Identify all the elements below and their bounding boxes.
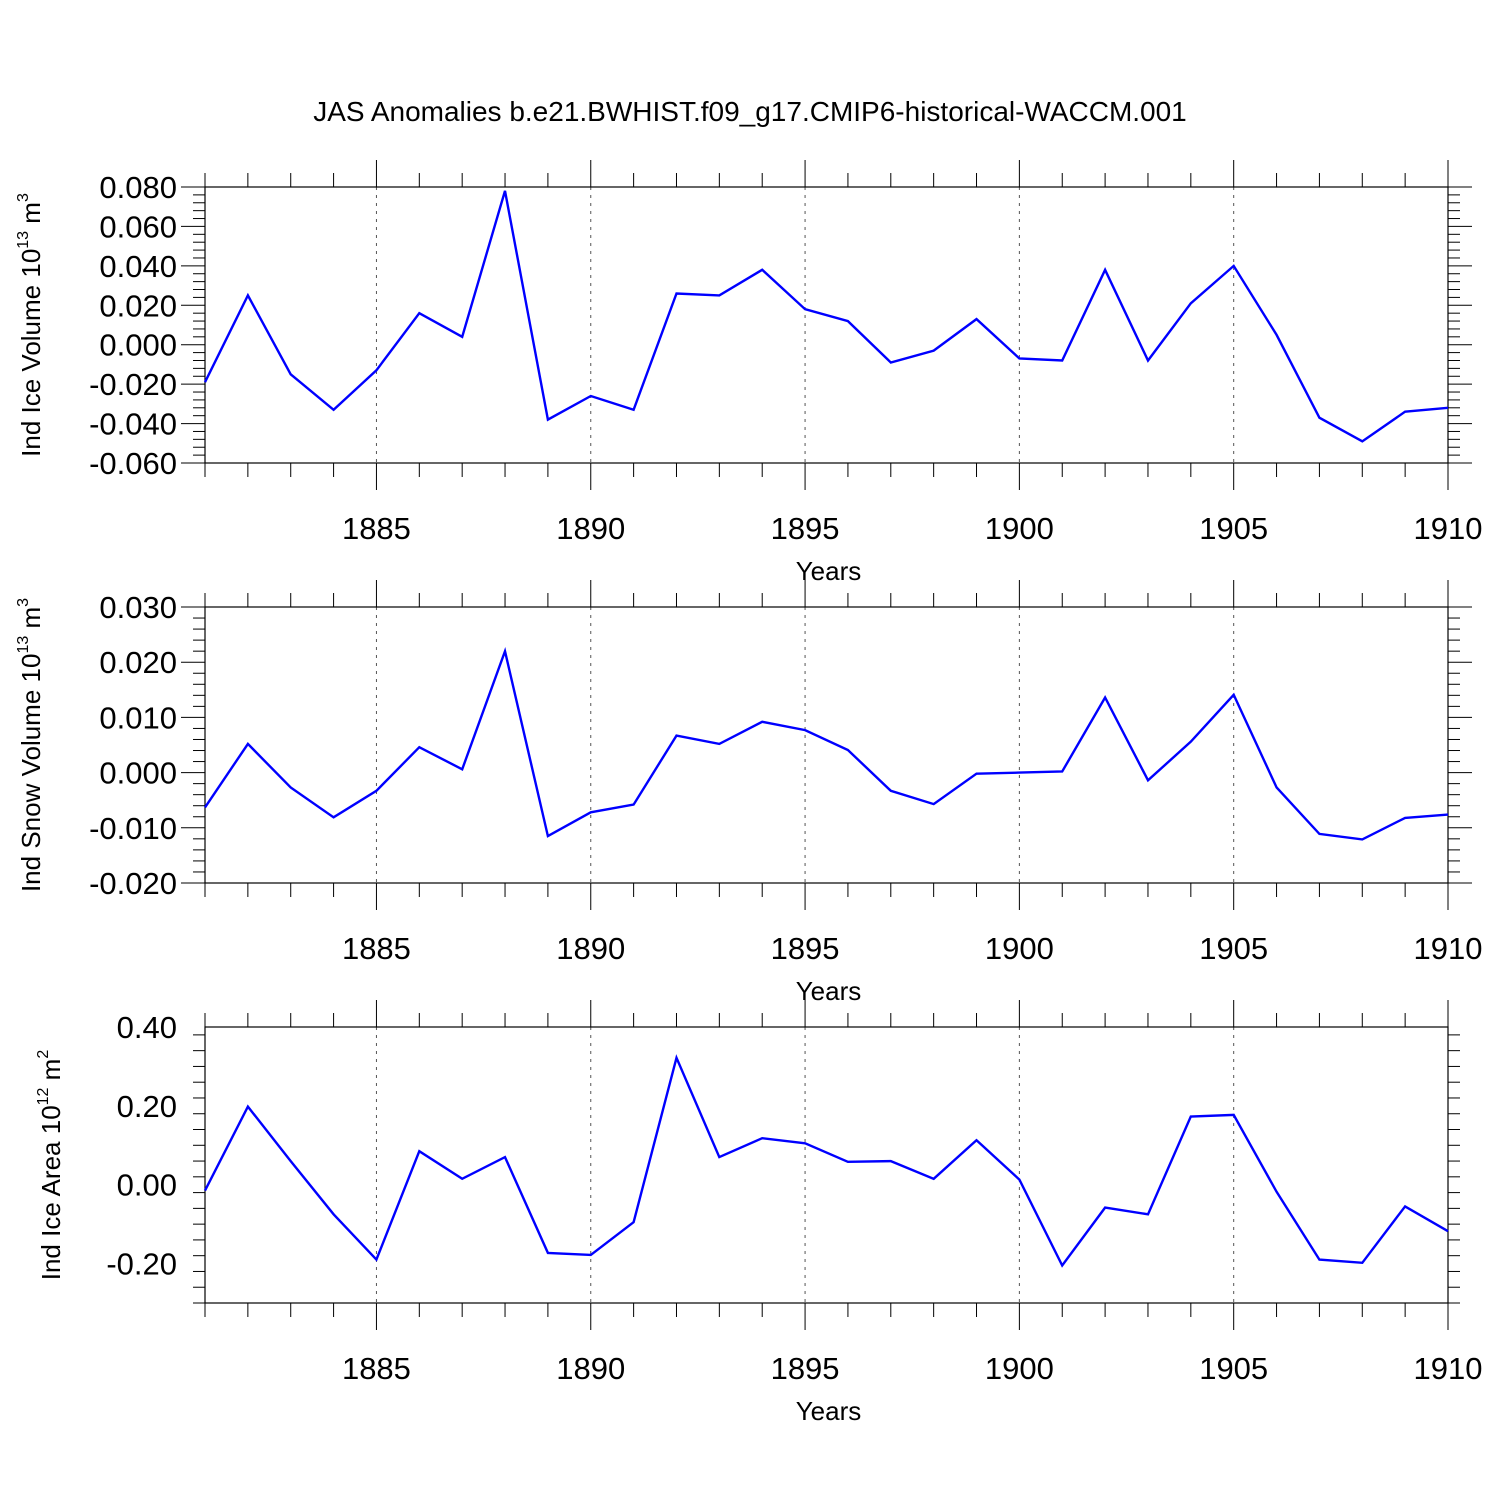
plot-frame: [204, 606, 1449, 884]
x-tick-label: 1890: [556, 511, 625, 546]
x-tick-label: 1905: [1199, 511, 1268, 546]
y-tick-label: -0.040: [89, 407, 177, 442]
y-tick-label: -0.060: [89, 446, 177, 481]
figure-title: JAS Anomalies b.e21.BWHIST.f09_g17.CMIP6…: [313, 96, 1187, 127]
y-tick-label: 0.020: [99, 645, 177, 680]
x-tick-label: 1905: [1199, 931, 1268, 966]
y-axis-label-exponent: 13: [15, 636, 32, 654]
x-tick-label: 1900: [985, 1351, 1054, 1386]
y-tick-label: -0.20: [106, 1247, 177, 1282]
y-axis-label-unit: m: [16, 202, 46, 231]
x-tick-label: 1890: [556, 1351, 625, 1386]
y-axis-label-unit: m: [16, 607, 46, 636]
x-tick-label: 1900: [985, 511, 1054, 546]
y-axis-label-unit: m: [36, 1059, 66, 1088]
series-line: [204, 646, 1449, 841]
x-tick-label: 1895: [771, 931, 840, 966]
y-tick-label: 0.40: [117, 1010, 177, 1045]
x-tick-label: 1885: [342, 931, 411, 966]
x-tick-label: 1910: [1414, 1351, 1483, 1386]
y-axis-label: Ind Snow Volume 1013 m3: [15, 598, 46, 892]
x-tick-label: 1885: [342, 1351, 411, 1386]
panel-ice-area: -0.20 0.00 0.20 0.40 1885 1890 1895 1900 1905 191…: [35, 1000, 1482, 1426]
x-tick-label: 1910: [1414, 931, 1483, 966]
y-axis-label-unit-exponent: 3: [15, 598, 32, 607]
y-axis-label-exponent: 13: [15, 231, 32, 249]
y-tick-label: -0.020: [89, 367, 177, 402]
plot-frame: [204, 186, 1449, 464]
y-tick-label: 0.000: [99, 328, 177, 363]
y-axis-label-unit-exponent: 3: [15, 193, 32, 202]
y-tick-label: 0.020: [99, 288, 177, 323]
series-line: [203, 190, 1449, 443]
x-tick-label: 1895: [771, 511, 840, 546]
y-tick-label: 0.20: [117, 1089, 177, 1124]
y-axis-label-text: Ind Snow Volume 10: [16, 654, 46, 893]
y-axis-label-exponent: 12: [35, 1087, 52, 1105]
x-axis-label: Years: [796, 556, 862, 586]
x-tick-label: 1890: [556, 931, 625, 966]
x-tick-label: 1900: [985, 931, 1054, 966]
x-tick-label: 1910: [1414, 511, 1483, 546]
x-tick-label: 1895: [771, 1351, 840, 1386]
y-tick-label: 0.080: [99, 170, 177, 205]
panel-ice-volume: -0.060 -0.040 -0.020 0.000 0.020 0.040 0.060 0.…: [15, 160, 1482, 586]
y-axis-label: Ind Ice Area 1012 m2: [35, 1050, 66, 1281]
y-tick-label: 0.040: [99, 249, 177, 284]
series-line: [203, 1054, 1449, 1268]
y-axis-label: Ind Ice Volume 1013 m3: [15, 193, 46, 457]
panel-snow-volume: -0.020 -0.010 0.000 0.010 0.020 0.030 1885 1890…: [15, 580, 1482, 1006]
y-tick-label: 0.00: [117, 1168, 177, 1203]
plot-frame: [204, 1026, 1449, 1304]
y-tick-label: -0.020: [89, 866, 177, 901]
y-tick-label: -0.010: [89, 811, 177, 846]
y-tick-label: 0.000: [99, 756, 177, 791]
y-tick-label: 0.060: [99, 209, 177, 244]
x-axis-label: Years: [796, 1396, 862, 1426]
y-tick-label: 0.030: [99, 590, 177, 625]
x-tick-label: 1885: [342, 511, 411, 546]
y-axis-label-text: Ind Ice Area 10: [36, 1105, 66, 1280]
y-axis-label-text: Ind Ice Volume 10: [16, 249, 46, 457]
x-axis-label: Years: [796, 976, 862, 1006]
y-tick-label: 0.010: [99, 700, 177, 735]
y-axis-label-unit-exponent: 2: [35, 1050, 52, 1059]
x-tick-label: 1905: [1199, 1351, 1268, 1386]
